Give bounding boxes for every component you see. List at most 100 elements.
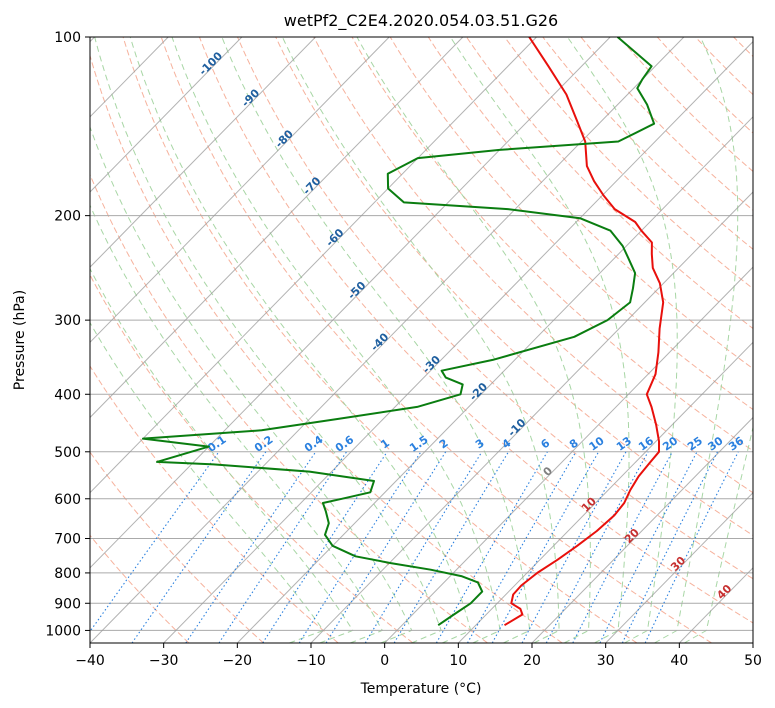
x-tick-label: −40 — [75, 653, 105, 669]
dry-adiabat-line — [542, 37, 753, 250]
mixing-ratio-line — [644, 451, 739, 643]
isotherm-label: -50 — [345, 279, 368, 302]
isotherm-line — [90, 37, 316, 268]
moist-adiabat-line — [171, 37, 501, 643]
y-axis: 100 200 300 400 500 600 700 800 900 1000 — [45, 30, 90, 639]
isotherm-line — [90, 37, 390, 344]
dry-adiabat-line — [160, 37, 712, 643]
y-tick-label: 200 — [54, 209, 81, 225]
dry-adiabat-line — [90, 451, 264, 643]
x-tick-label: −30 — [149, 653, 179, 669]
dry-adiabat-line — [122, 37, 638, 643]
y-axis-label: Pressure (hPa) — [12, 290, 28, 390]
mixing-ratio-line — [298, 451, 422, 643]
dry-adiabat-line — [198, 37, 753, 624]
dry-adiabat-line — [90, 173, 488, 643]
moist-adiabat-line — [654, 37, 739, 643]
dry-adiabat-line — [275, 37, 753, 536]
y-tick-label: 800 — [54, 566, 81, 582]
mixing-ratio-label: 20 — [660, 434, 680, 454]
temperature-profile-line — [503, 37, 665, 627]
dry-adiabat-label: 40 — [714, 582, 734, 602]
grid-layer — [90, 37, 753, 643]
moist-adiabat-line — [684, 425, 753, 643]
mixing-ratio-line — [364, 451, 483, 643]
isotherm-line — [678, 567, 753, 643]
dewpoint-profile-line — [142, 37, 656, 627]
moist-adiabat-line — [281, 37, 560, 643]
isotherm-label: -70 — [300, 174, 323, 197]
y-tick-label: 600 — [54, 492, 81, 508]
mixing-ratio-line — [621, 451, 718, 643]
moist-adiabat-line — [129, 37, 472, 643]
mixing-ratio-line — [325, 451, 447, 643]
isotherm-line — [752, 642, 753, 643]
isotherm-line — [236, 116, 753, 643]
mixing-ratio-label: 36 — [726, 434, 746, 454]
isotherm-label: -20 — [467, 380, 490, 403]
dry-adiabat-line — [90, 534, 190, 643]
mixing-ratio-label: 3 — [473, 436, 487, 451]
dry-adiabat-line — [580, 37, 753, 211]
mixing-ratio-label: 16 — [636, 434, 656, 454]
x-tick-label: −10 — [296, 653, 326, 669]
isotherm-line — [90, 37, 537, 494]
moist-adiabat-line — [90, 267, 354, 643]
mixing-ratio-label: 8 — [567, 436, 581, 451]
chart-title: wetPf2_C2E4.2020.054.03.51.G26 — [284, 11, 558, 31]
dry-adiabat-line — [313, 37, 753, 494]
dry-adiabat-label: 20 — [622, 526, 642, 546]
isotherm-line — [90, 37, 243, 193]
y-tick-label: 100 — [54, 30, 81, 46]
plot-frame — [89, 36, 754, 644]
y-tick-label: 400 — [54, 387, 81, 403]
isotherm-line — [605, 491, 753, 643]
dry-adiabat-line — [656, 37, 753, 134]
isotherm-line — [163, 40, 753, 643]
isotherm-label: -60 — [323, 226, 346, 249]
x-tick-label: 20 — [523, 653, 541, 669]
moist-adiabat-line — [90, 321, 325, 643]
mixing-ratio-line — [393, 451, 509, 643]
isotherm-line — [531, 416, 753, 643]
mixing-ratio-line — [218, 451, 348, 643]
moist-adiabat-line — [90, 125, 413, 643]
isotherm-label: -100 — [196, 49, 225, 78]
y-tick-label: 700 — [54, 532, 81, 548]
mixing-ratio-line — [185, 451, 317, 643]
dry-adiabat-line — [504, 37, 753, 290]
mixing-ratio-line — [131, 451, 267, 643]
isotherm-label: -10 — [505, 416, 528, 439]
isotherm-line — [457, 341, 753, 643]
moist-adiabat-line — [94, 37, 442, 643]
dry-adiabat-line — [695, 37, 753, 96]
dry-adiabat-line — [733, 37, 753, 58]
dry-adiabat-line — [90, 53, 563, 643]
mixing-ratio-label: 6 — [539, 436, 553, 451]
isotherm-label: -90 — [239, 86, 262, 109]
x-tick-label: 10 — [449, 653, 467, 669]
isotherm-line — [90, 37, 685, 643]
x-tick-label: 0 — [380, 653, 389, 669]
dry-adiabat-line — [427, 37, 753, 370]
mixing-ratio-label: 10 — [587, 434, 607, 454]
mixing-ratio-line — [90, 451, 220, 633]
mixing-ratio-label: 13 — [614, 434, 634, 453]
isotherm-label: -40 — [368, 330, 391, 353]
x-tick-label: −20 — [223, 653, 253, 669]
y-tick-label: 1000 — [45, 623, 81, 639]
mixing-ratio-label: 25 — [685, 434, 705, 453]
x-tick-label: 50 — [744, 653, 762, 669]
mixing-ratio-line — [572, 451, 673, 643]
isotherm-line — [310, 191, 753, 643]
moist-adiabat-line — [449, 37, 630, 643]
dry-adiabat-line — [90, 365, 339, 643]
mixing-ratio-line — [521, 451, 627, 643]
dry-adiabat-line — [237, 37, 753, 580]
y-tick-label: 500 — [54, 445, 81, 461]
moist-adiabat-line — [566, 37, 678, 643]
dry-adiabat-line — [466, 37, 753, 330]
dry-adiabat-label: 10 — [579, 494, 599, 514]
x-tick-label: 30 — [597, 653, 615, 669]
